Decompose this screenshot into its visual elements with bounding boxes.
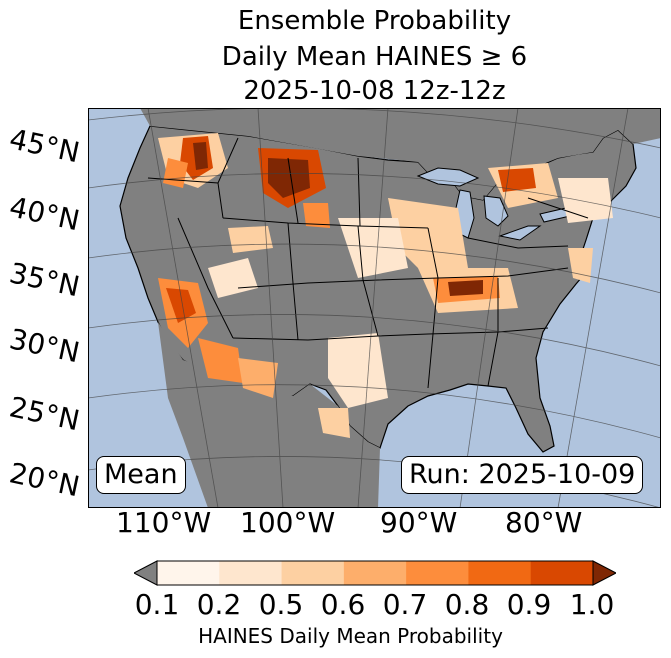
colorbar-outline [156,560,594,586]
title-line-2: Daily Mean HAINES ≥ 6 [221,42,528,72]
mexico-land [158,322,380,508]
state-borders [147,137,589,389]
colorbar-tick-2: 0.5 [258,588,304,621]
lat-label-30: 30°N [6,322,83,370]
graticule [88,108,661,508]
colorbar-title: HAINES Daily Mean Probability [198,624,503,648]
title-line-1: Ensemble Probability [237,6,512,36]
colorbar-segment [530,561,594,585]
colorbar-tick-5: 0.8 [444,588,490,621]
colorbar-tick-0: 0.1 [134,588,180,621]
colorbar-segment [468,561,532,585]
lake-erie [498,225,542,241]
colorbar-tick-4: 0.7 [382,588,428,621]
colorbar-segment [406,561,469,585]
colorbar-under-triangle [134,560,158,586]
map-panel: Mean Run: 2025-10-09 [88,108,661,508]
canada-land [140,108,661,200]
colorbar [134,560,616,586]
colorbar-over-triangle [592,560,616,586]
lon-label-80w: 80°W [505,506,583,539]
mean-label: Mean [96,456,186,494]
run-label: Run: 2025-10-09 [401,456,644,494]
lon-label-100w: 100°W [240,506,336,539]
colorbar-tick-7: 1.0 [569,588,615,621]
lake-superior [416,167,480,187]
lon-label-90w: 90°W [380,506,458,539]
lat-label-35: 35°N [6,256,83,304]
lat-label-45: 45°N [6,122,83,170]
colorbar-tick-6: 0.9 [506,588,552,621]
lat-label-20: 20°N [6,456,83,504]
lat-label-25: 25°N [6,390,83,438]
colorbar-segment [343,561,407,585]
title-line-3: 2025-10-08 12z-12z [243,76,506,106]
lon-label-110w: 110°W [116,506,212,539]
colorbar-segments [157,561,594,585]
lat-label-40: 40°N [6,190,83,238]
map-canvas [88,108,661,508]
colorbar-segment [281,561,345,585]
colorbar-segment [157,561,220,585]
colorbar-tick-3: 0.6 [320,588,366,621]
colorbar-segment [219,561,283,585]
colorbar-tick-1: 0.2 [196,588,242,621]
